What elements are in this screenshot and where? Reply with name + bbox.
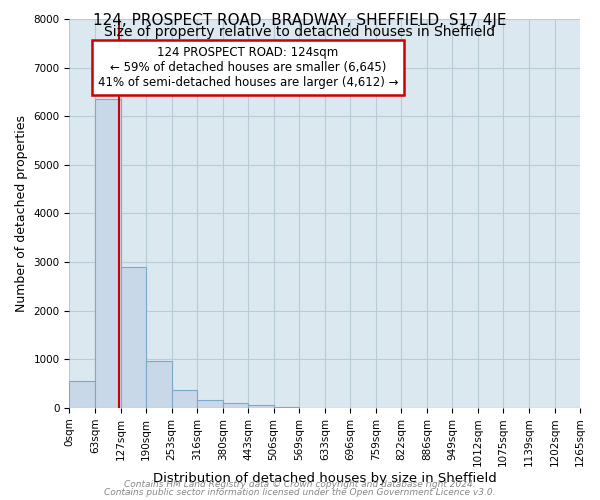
Bar xyxy=(95,99,121,408)
Bar xyxy=(146,362,172,408)
Text: 124, PROSPECT ROAD, BRADWAY, SHEFFIELD, S17 4JE: 124, PROSPECT ROAD, BRADWAY, SHEFFIELD, … xyxy=(93,12,507,28)
Bar xyxy=(274,406,299,408)
Text: Size of property relative to detached houses in Sheffield: Size of property relative to detached ho… xyxy=(104,25,496,39)
X-axis label: Distribution of detached houses by size in Sheffield: Distribution of detached houses by size … xyxy=(153,472,497,485)
Bar xyxy=(197,400,223,408)
Bar xyxy=(70,381,95,408)
Bar xyxy=(121,267,146,408)
Text: Contains HM Land Registry data © Crown copyright and database right 2024.: Contains HM Land Registry data © Crown c… xyxy=(124,480,476,489)
Text: 124 PROSPECT ROAD: 124sqm
← 59% of detached houses are smaller (6,645)
41% of se: 124 PROSPECT ROAD: 124sqm ← 59% of detac… xyxy=(98,46,398,89)
Text: Contains public sector information licensed under the Open Government Licence v3: Contains public sector information licen… xyxy=(104,488,496,497)
Bar xyxy=(248,405,274,408)
Y-axis label: Number of detached properties: Number of detached properties xyxy=(15,115,28,312)
Bar xyxy=(172,390,197,408)
Bar xyxy=(223,402,248,408)
